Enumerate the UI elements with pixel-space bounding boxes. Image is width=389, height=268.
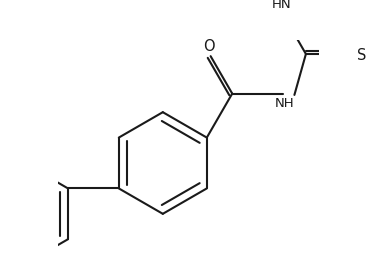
Text: NH: NH <box>275 97 294 110</box>
Text: O: O <box>203 39 215 54</box>
Text: HN: HN <box>272 0 291 11</box>
Text: S: S <box>357 48 366 63</box>
